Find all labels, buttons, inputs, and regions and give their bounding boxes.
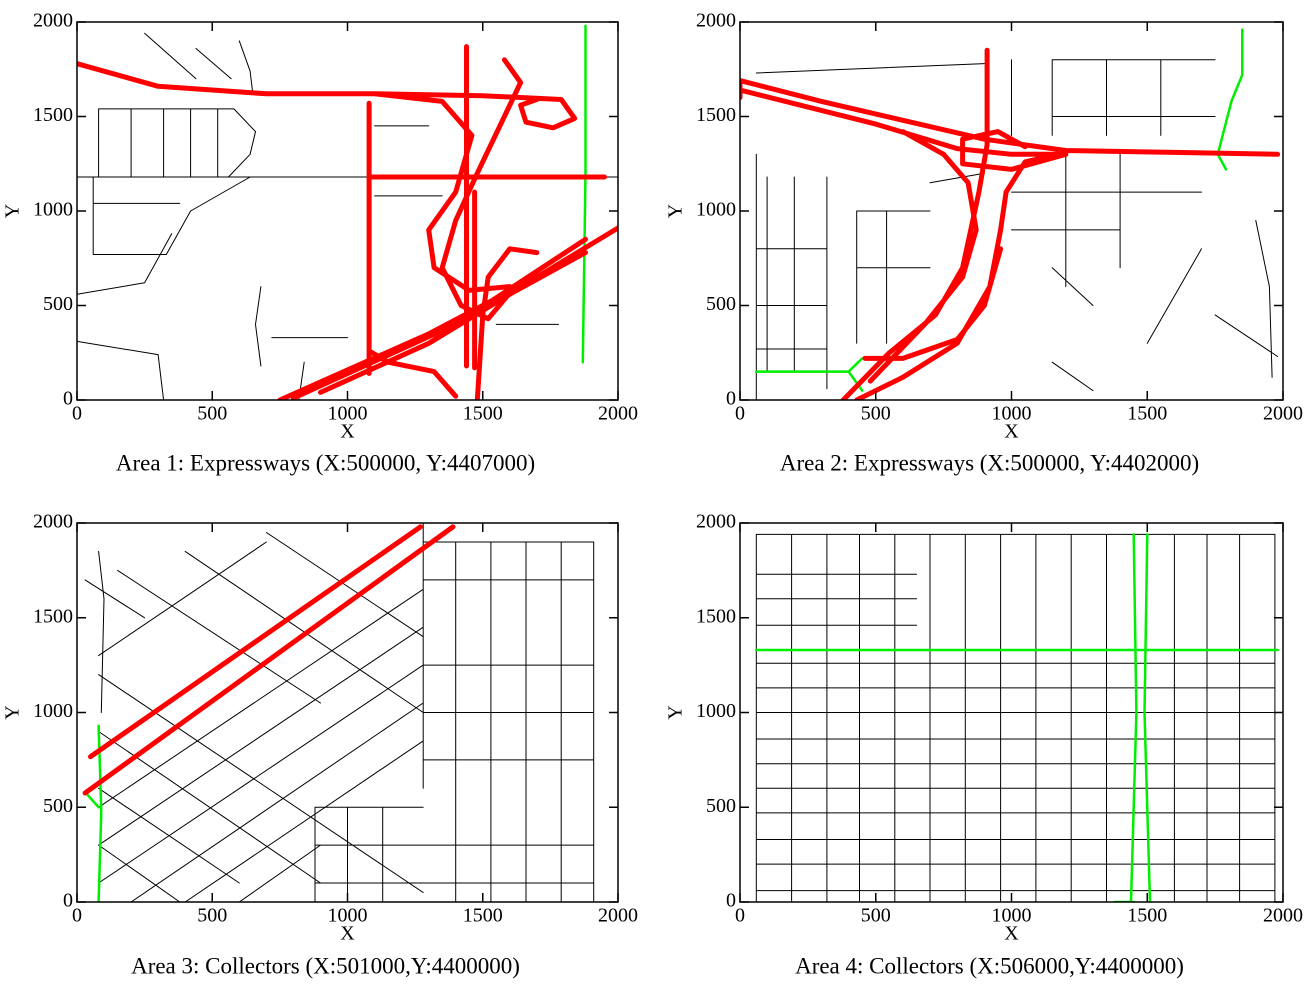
chart-title: Area 3: Collectors (X:501000,Y:4400000): [131, 953, 520, 978]
y-axis-label: Y: [665, 705, 687, 719]
road-line: [581, 24, 587, 364]
x-tick-label: 1000: [328, 403, 368, 425]
x-tick-label: 1500: [1127, 905, 1167, 927]
plot-area: [755, 533, 1279, 902]
x-tick-label: 0: [72, 905, 82, 927]
x-tick-label: 500: [197, 905, 227, 927]
y-axis-label: Y: [2, 705, 24, 719]
x-axis-label: X: [1004, 421, 1019, 443]
x-axis-label: X: [1004, 923, 1019, 945]
y-axis-label: Y: [2, 204, 24, 218]
y-tick-label: 2000: [696, 10, 736, 32]
y-tick-label: 0: [63, 890, 73, 912]
y-tick-label: 0: [726, 890, 736, 912]
y-tick-label: 1000: [33, 700, 73, 722]
y-tick-label: 1500: [33, 605, 73, 627]
x-tick-label: 1500: [463, 403, 503, 425]
y-tick-label: 1000: [696, 700, 736, 722]
road-line: [77, 44, 618, 400]
chart-title: Area 4: Collectors (X:506000,Y:4400000): [795, 953, 1184, 978]
y-tick-label: 500: [43, 293, 73, 315]
x-tick-label: 1000: [328, 905, 368, 927]
x-tick-label: 1000: [992, 403, 1032, 425]
x-tick-label: 1500: [463, 905, 503, 927]
chart-title: Area 2: Expressways (X:500000, Y:4402000…: [780, 450, 1199, 475]
road-line: [82, 524, 456, 796]
road-line: [755, 28, 1244, 392]
road-line: [84, 523, 595, 902]
road-line: [740, 47, 1281, 400]
road-line: [83, 724, 103, 902]
y-tick-label: 2000: [696, 511, 736, 533]
y-tick-label: 1500: [696, 605, 736, 627]
y-tick-label: 0: [726, 388, 736, 410]
y-tick-label: 1500: [696, 104, 736, 126]
chart-title: Area 1: Expressways (X:500000, Y:4407000…: [116, 450, 535, 475]
x-tick-label: 500: [861, 403, 891, 425]
y-tick-label: 500: [706, 293, 736, 315]
x-axis-label: X: [340, 923, 355, 945]
y-tick-label: 0: [63, 388, 73, 410]
y-axis-label: Y: [665, 204, 687, 218]
x-tick-label: 500: [861, 905, 891, 927]
x-tick-label: 2000: [598, 403, 638, 425]
x-tick-label: 500: [197, 403, 227, 425]
x-axis-label: X: [340, 421, 355, 443]
road-line: [755, 59, 1279, 400]
x-tick-label: 1500: [1127, 403, 1167, 425]
plot-area: [82, 523, 595, 902]
road-line: [755, 533, 1279, 902]
y-tick-label: 500: [43, 795, 73, 817]
road-line: [77, 32, 618, 400]
x-tick-label: 2000: [1263, 403, 1303, 425]
x-tick-label: 0: [735, 403, 745, 425]
y-tick-label: 1000: [696, 199, 736, 221]
y-tick-label: 1500: [33, 104, 73, 126]
road-line: [755, 533, 1276, 902]
x-tick-label: 0: [735, 905, 745, 927]
x-tick-label: 2000: [1263, 905, 1303, 927]
y-tick-label: 2000: [33, 10, 73, 32]
y-tick-label: 500: [706, 795, 736, 817]
plot-area: [740, 28, 1281, 400]
y-tick-label: 2000: [33, 511, 73, 533]
plot-area: [77, 24, 618, 400]
y-tick-label: 1000: [33, 199, 73, 221]
x-tick-label: 1000: [992, 905, 1032, 927]
x-tick-label: 0: [72, 403, 82, 425]
plot-frame: [76, 21, 619, 401]
x-tick-label: 2000: [598, 905, 638, 927]
